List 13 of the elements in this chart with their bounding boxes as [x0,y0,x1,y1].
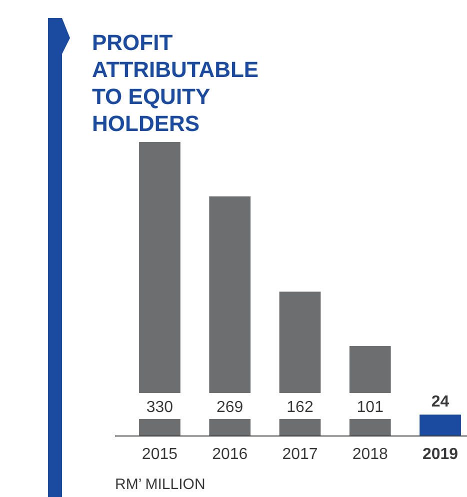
bar [139,142,180,436]
x-tick-label: 2016 [212,446,248,463]
data-label: 330 [146,399,174,416]
chart-title: PROFIT ATTRIBUTABLE TO EQUITY HOLDERS [92,30,259,136]
data-label: 269 [216,399,244,416]
data-label: 24 [431,394,450,411]
x-tick-label: 2017 [282,446,318,463]
x-tick-label: 2015 [142,446,178,463]
x-axis-title: RM’ MILLION [115,476,206,493]
x-tick-label: 2018 [352,446,388,463]
data-label: 101 [356,399,384,416]
data-label: 162 [286,399,314,416]
x-tick-label: 2019 [422,446,458,463]
